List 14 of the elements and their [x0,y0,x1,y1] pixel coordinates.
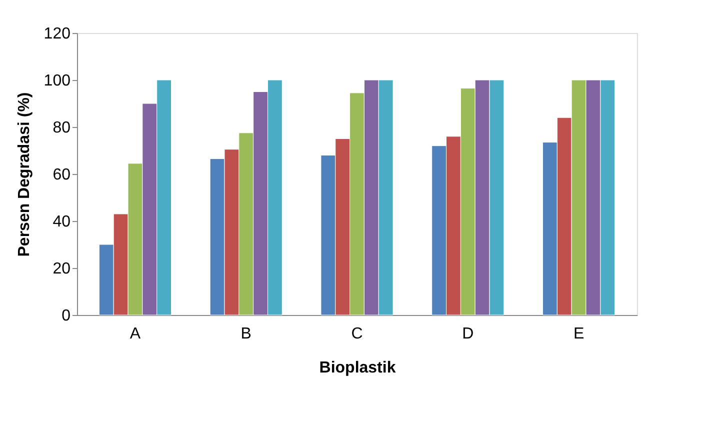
y-tick-label: 100 [44,72,71,90]
y-tick-label: 60 [52,166,71,184]
y-axis-title: Persen Degradasi (%) [16,92,33,257]
x-axis-title: Bioplastik [319,360,396,376]
x-tick-label: A [130,326,141,342]
y-tick-label: 20 [52,260,71,278]
x-tick-label: E [573,326,584,342]
x-tick-label: B [240,326,252,342]
y-tick-label: 40 [52,214,71,230]
y-tick-label: 80 [52,120,71,136]
y-tick-label: 120 [44,26,71,42]
x-tick-label: C [351,326,363,342]
y-tick-label: 0 [62,308,71,324]
x-tick-label: D [462,326,474,342]
